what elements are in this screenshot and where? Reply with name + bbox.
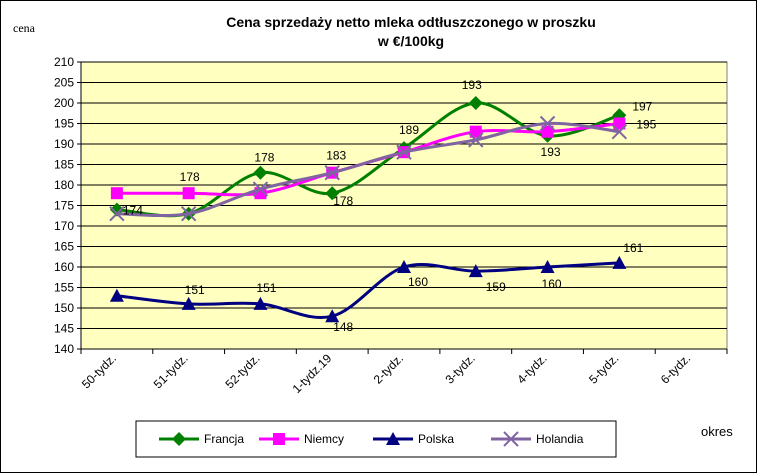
data-label-polska: 151 (256, 281, 276, 295)
point-holandia-stroke (252, 181, 269, 197)
point-holandia (611, 123, 628, 140)
point-niemcy (541, 125, 554, 138)
point-polska (181, 296, 196, 310)
series-line-holandia (116, 121, 620, 218)
x-axis-label: okres (701, 424, 733, 439)
data-label-polska: 151 (185, 283, 205, 297)
data-label-niemcy: 178 (180, 170, 200, 184)
point-holandia-stroke (611, 123, 628, 140)
y-tick-label: 180 (54, 178, 74, 192)
data-label-niemcy: 195 (636, 118, 656, 132)
y-tick-label: 210 (54, 55, 74, 69)
data-label-francja: 178 (254, 151, 274, 165)
point-francja (468, 96, 483, 110)
y-tick-label: 140 (54, 342, 74, 356)
legend-marker-francja (172, 432, 186, 446)
x-tick-label: 2-tydz. (371, 351, 406, 386)
point-holandia-stroke (180, 205, 197, 222)
legend-label-holandia: Holandia (536, 432, 584, 446)
point-holandia-stroke (109, 205, 125, 222)
legend-item-polska: Polska (373, 432, 454, 446)
legend: Francja Niemcy Polska Holandia (135, 420, 617, 458)
legend-label-niemcy: Niemcy (304, 432, 344, 446)
legend-item-francja: Francja (159, 432, 244, 446)
point-niemcy (182, 187, 195, 200)
chart-title-line-1: Cena sprzedaży netto mleka odtłuszczoneg… (226, 14, 596, 30)
point-holandia-stroke (468, 132, 484, 148)
point-holandia-stroke (324, 164, 340, 181)
point-polska (612, 255, 627, 269)
point-holandia (180, 205, 197, 222)
y-tick-label: 190 (54, 137, 74, 151)
y-tick-label: 165 (54, 240, 74, 254)
point-holandia (109, 205, 125, 222)
chart-title-line-2: w €/100kg (377, 33, 444, 49)
y-tick-label: 185 (54, 158, 74, 172)
legend-item-niemcy: Niemcy (259, 432, 344, 446)
point-holandia-stroke (396, 144, 412, 160)
x-tick-label: 50-tydz. (79, 351, 119, 391)
data-label-francja: 174 (123, 204, 143, 218)
legend-item-holandia: Holandia (491, 431, 584, 447)
y-tick-label: 175 (54, 199, 74, 213)
point-holandia (468, 132, 484, 148)
point-holandia (539, 115, 556, 132)
x-tick-label: 6-tydz. (658, 351, 693, 386)
legend-marker-holandia-stroke (503, 431, 519, 447)
point-holandia (324, 164, 340, 181)
x-tick-label: 1-tydz.19 (290, 351, 335, 396)
legend-label-polska: Polska (418, 432, 454, 446)
y-tick-label: 150 (54, 301, 74, 315)
y-tick-label: 195 (54, 117, 74, 131)
y-axis-label: cena (13, 21, 36, 35)
series-holandia (109, 115, 628, 222)
y-tick-label: 160 (54, 260, 74, 274)
point-francja (325, 186, 340, 201)
point-polska (397, 260, 411, 273)
point-polska (109, 288, 124, 302)
data-label-francja: 193 (462, 78, 482, 92)
x-tick-label: 5-tydz. (586, 351, 621, 386)
series-line-polska (116, 261, 620, 319)
series-polska (109, 255, 627, 323)
point-polska (540, 260, 555, 273)
series-group (109, 96, 628, 323)
x-tick-label: 51-tydz. (151, 351, 191, 391)
data-label-niemcy: 183 (326, 149, 346, 163)
data-label-francja: 193 (541, 145, 561, 159)
legend-marker-holandia (503, 431, 519, 447)
data-label-polska: 160 (408, 275, 428, 289)
x-tick-label: 4-tydz. (514, 351, 549, 386)
data-label-polska: 161 (623, 241, 643, 255)
point-polska (468, 264, 483, 278)
data-label-francja: 178 (333, 194, 353, 208)
data-label-polska: 160 (542, 277, 562, 291)
point-polska (253, 296, 268, 310)
point-niemcy (469, 125, 482, 138)
point-holandia (252, 181, 269, 197)
point-niemcy (110, 187, 123, 200)
legend-marker-niemcy (273, 433, 285, 445)
point-francja (253, 165, 268, 180)
point-niemcy (613, 117, 626, 130)
data-label-francja: 189 (399, 123, 419, 137)
y-tick-label: 155 (54, 281, 74, 295)
data-labels: 174 178 178 189 193 193 197 178 183 195 151 151 148 1… (123, 78, 657, 334)
legend-label-francja: Francja (204, 432, 244, 446)
point-polska (325, 309, 340, 323)
y-tick-label: 200 (54, 96, 74, 110)
y-tick-label: 145 (54, 322, 74, 336)
x-tick-label: 3-tydz. (443, 351, 478, 386)
point-holandia (396, 144, 412, 160)
data-label-francja: 197 (632, 99, 652, 113)
y-tick-label: 170 (54, 219, 74, 233)
data-label-polska: 148 (333, 320, 353, 334)
data-label-polska: 159 (486, 280, 506, 294)
point-holandia-stroke (539, 115, 556, 132)
legend-marker-polska (386, 432, 400, 445)
y-tick-label: 205 (54, 76, 74, 90)
x-tick-label: 52-tydz. (222, 351, 262, 391)
